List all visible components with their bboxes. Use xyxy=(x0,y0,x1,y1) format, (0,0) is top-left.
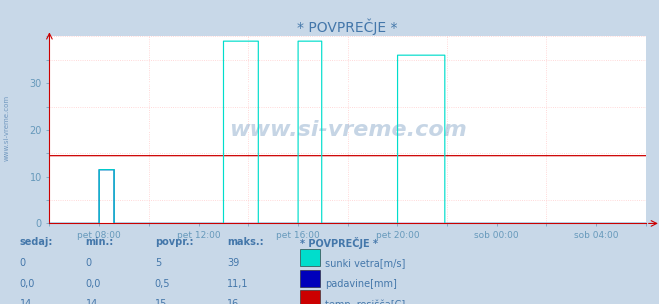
Text: maks.:: maks.: xyxy=(227,237,264,247)
Text: 5: 5 xyxy=(155,258,161,268)
Text: 11,1: 11,1 xyxy=(227,279,249,289)
Text: 0: 0 xyxy=(20,258,26,268)
Text: www.si-vreme.com: www.si-vreme.com xyxy=(229,120,467,140)
Text: 0,5: 0,5 xyxy=(155,279,171,289)
FancyBboxPatch shape xyxy=(300,270,320,286)
Text: 15: 15 xyxy=(155,299,167,304)
Text: padavine[mm]: padavine[mm] xyxy=(325,279,397,289)
Text: 39: 39 xyxy=(227,258,240,268)
Text: 16: 16 xyxy=(227,299,240,304)
Text: 0,0: 0,0 xyxy=(20,279,35,289)
Title: * POVPREČJE *: * POVPREČJE * xyxy=(297,19,398,35)
Text: 0,0: 0,0 xyxy=(86,279,101,289)
Text: 0: 0 xyxy=(86,258,92,268)
Text: 14: 14 xyxy=(20,299,32,304)
FancyBboxPatch shape xyxy=(300,290,320,304)
FancyBboxPatch shape xyxy=(300,249,320,266)
Text: www.si-vreme.com: www.si-vreme.com xyxy=(3,95,9,161)
Text: sedaj:: sedaj: xyxy=(20,237,53,247)
Text: min.:: min.: xyxy=(86,237,114,247)
Text: temp. rosišča[C]: temp. rosišča[C] xyxy=(325,299,405,304)
Text: povpr.:: povpr.: xyxy=(155,237,193,247)
Text: sunki vetra[m/s]: sunki vetra[m/s] xyxy=(325,258,405,268)
Text: 14: 14 xyxy=(86,299,98,304)
Text: * POVPREČJE *: * POVPREČJE * xyxy=(300,237,378,249)
